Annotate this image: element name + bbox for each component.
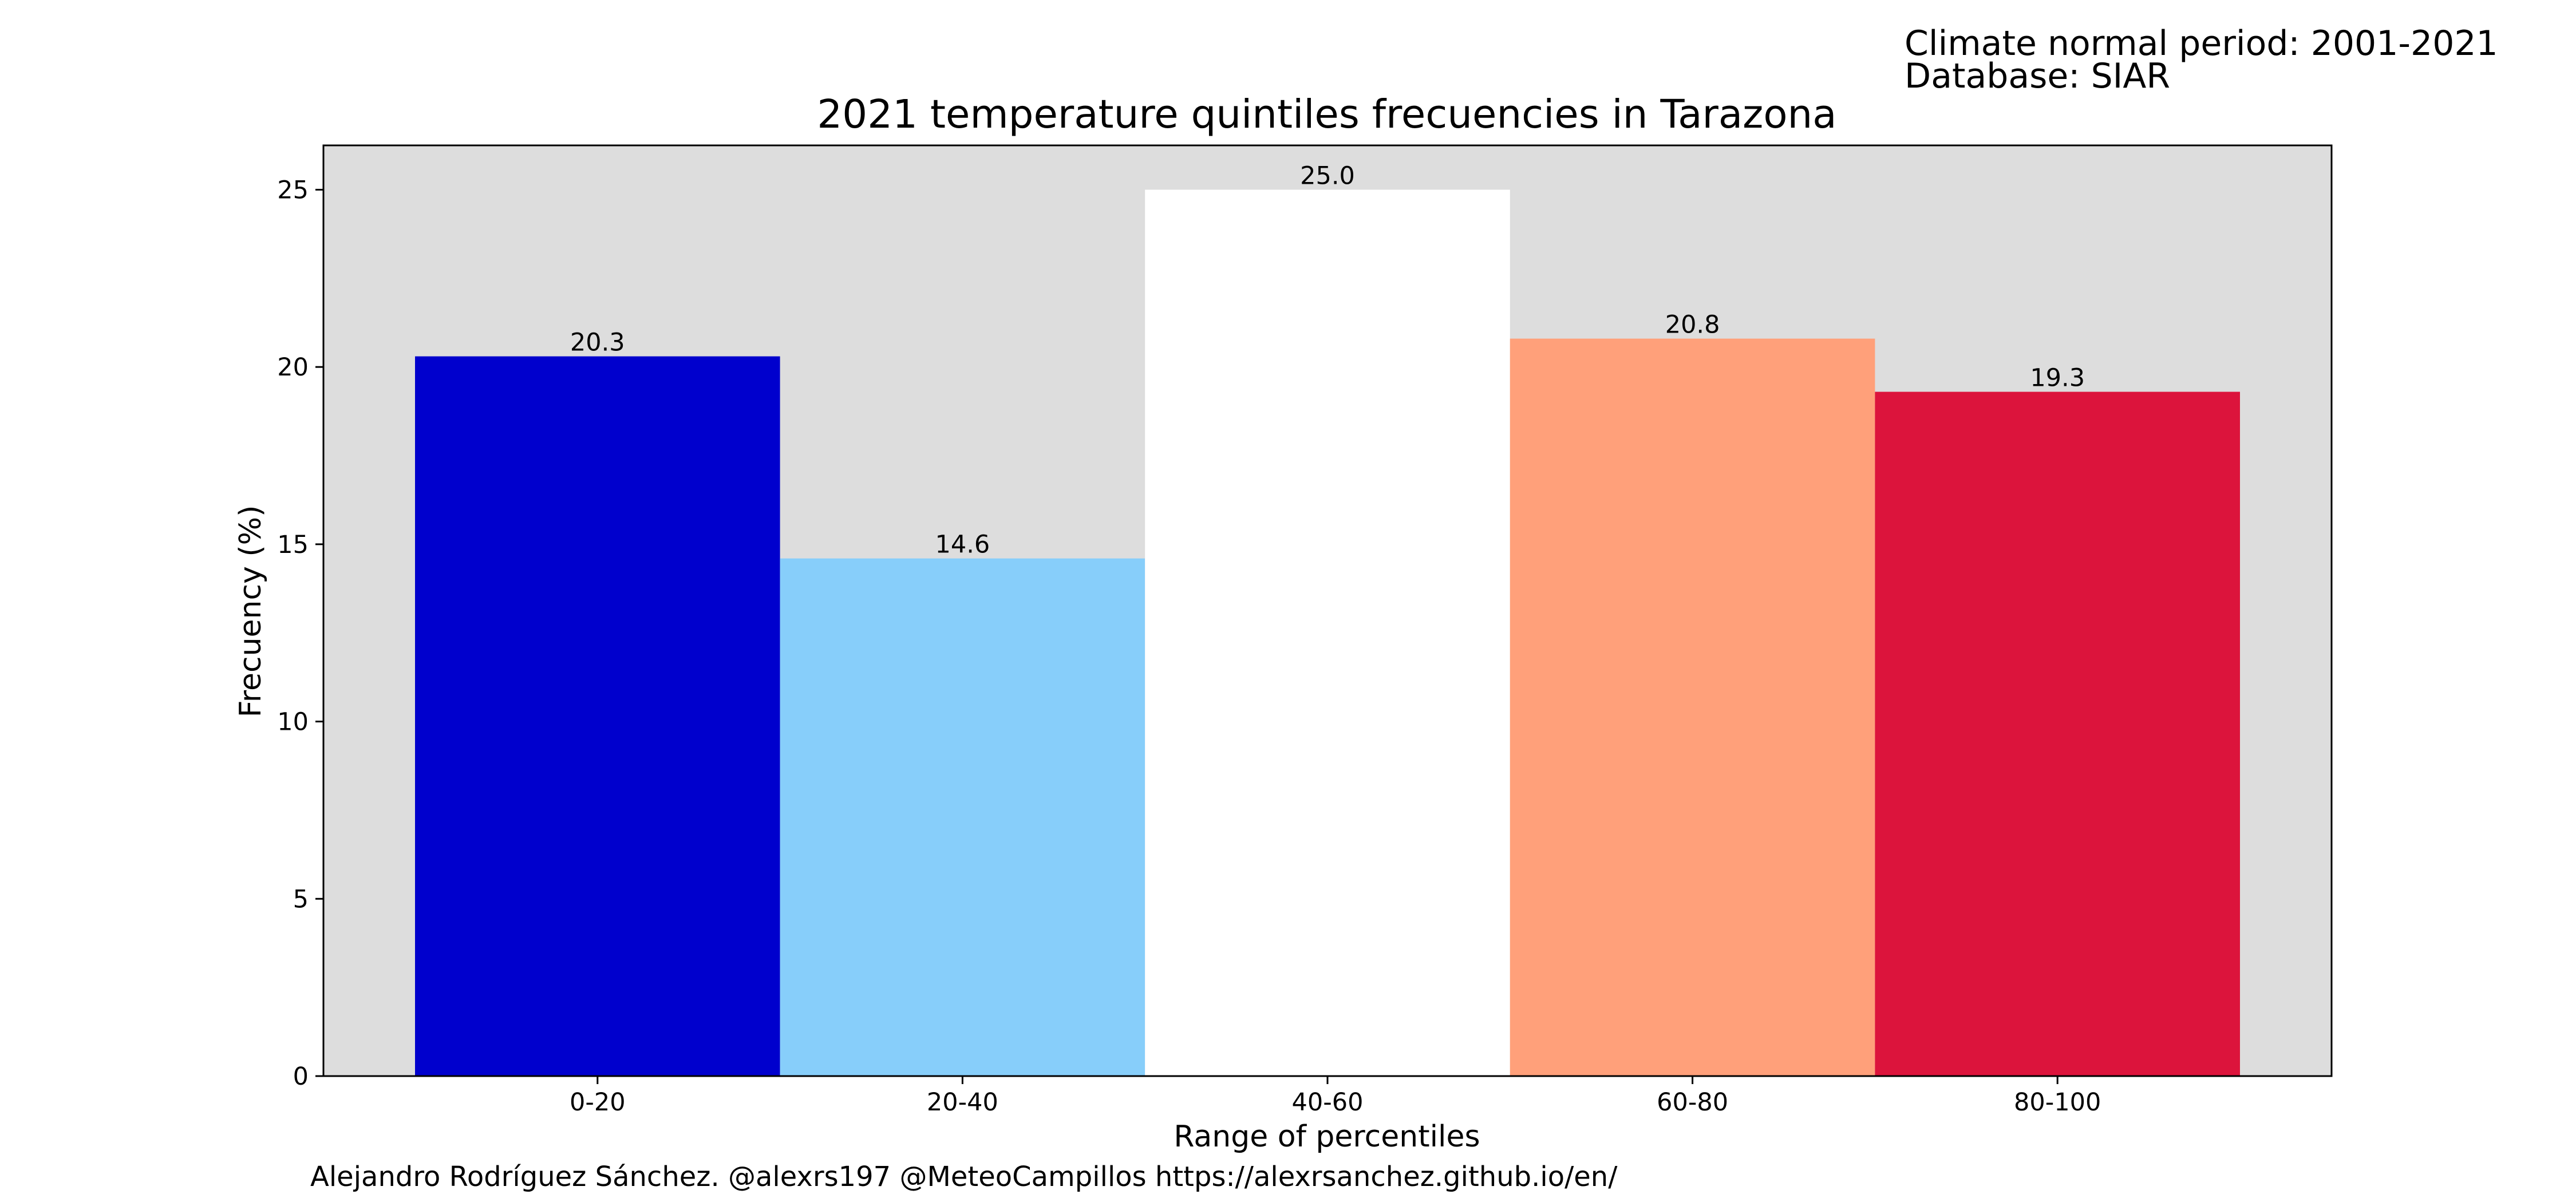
bar-value-label: 25.0 bbox=[1300, 161, 1355, 190]
climate-normal-period: Climate normal period: 2001-2021 bbox=[1905, 23, 2498, 64]
chart-title: 2021 temperature quintiles frecuencies i… bbox=[817, 92, 1836, 137]
bar-20-40 bbox=[780, 558, 1145, 1076]
bar-value-labels: 20.3 14.6 25.0 20.8 19.3 bbox=[570, 161, 2085, 559]
bar-value-label: 19.3 bbox=[2030, 364, 2085, 393]
bar-0-20 bbox=[415, 356, 780, 1076]
x-axis-label: Range of percentiles bbox=[1174, 1120, 1480, 1154]
x-tick-label: 0-20 bbox=[570, 1088, 626, 1117]
y-axis-label: Frecuency (%) bbox=[234, 505, 268, 718]
x-tick-label: 80-100 bbox=[2014, 1088, 2101, 1117]
author-credit: Alejandro Rodríguez Sánchez. @alexrs197 … bbox=[310, 1161, 1618, 1193]
y-axis-ticks: 0 5 10 15 20 25 bbox=[277, 176, 323, 1091]
x-tick-label: 20-40 bbox=[927, 1088, 998, 1117]
y-tick-label: 20 bbox=[277, 353, 309, 382]
y-tick-label: 15 bbox=[277, 531, 309, 559]
bar-value-label: 14.6 bbox=[935, 531, 990, 559]
y-tick-label: 5 bbox=[293, 885, 309, 914]
bar-value-label: 20.3 bbox=[570, 329, 625, 357]
bars bbox=[415, 189, 2240, 1076]
database-label: Database: SIAR bbox=[1905, 56, 2170, 96]
x-tick-label: 40-60 bbox=[1292, 1088, 1364, 1117]
x-axis-ticks: 0-20 20-40 40-60 60-80 80-100 bbox=[570, 1076, 2101, 1117]
bar-60-80 bbox=[1510, 338, 1875, 1076]
bar-80-100 bbox=[1875, 392, 2240, 1076]
y-tick-label: 0 bbox=[293, 1062, 309, 1091]
y-tick-label: 25 bbox=[277, 176, 309, 204]
x-tick-label: 60-80 bbox=[1657, 1088, 1728, 1117]
y-tick-label: 10 bbox=[277, 708, 309, 737]
bar-40-60 bbox=[1145, 189, 1510, 1076]
bar-value-label: 20.8 bbox=[1665, 311, 1720, 339]
